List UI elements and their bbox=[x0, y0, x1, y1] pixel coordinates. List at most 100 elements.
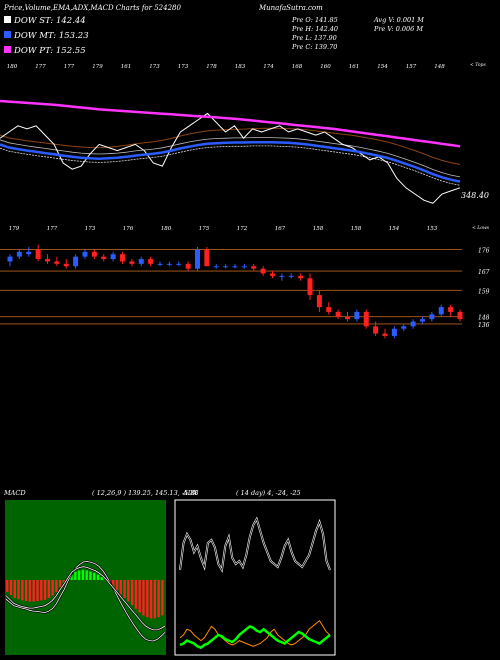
bottom-label: 175 bbox=[199, 226, 210, 232]
candle-body bbox=[63, 263, 69, 267]
bottom-label: 158 bbox=[351, 226, 362, 232]
candle-body bbox=[260, 268, 266, 274]
candle-body bbox=[195, 249, 200, 269]
macd-line bbox=[5, 561, 166, 642]
macd-bar bbox=[85, 570, 88, 580]
ema-grey-line bbox=[0, 137, 461, 178]
candle-body bbox=[26, 251, 32, 255]
candle-body bbox=[373, 326, 379, 334]
bottom-label: 179 bbox=[9, 226, 20, 232]
macd-params: ( 12,26,9 ) 139.25, 145.13, -5.88 bbox=[92, 489, 199, 497]
candle-body bbox=[382, 333, 388, 336]
top-label: 154 bbox=[377, 64, 388, 70]
macd-bar bbox=[9, 580, 13, 595]
macd-bar bbox=[21, 580, 24, 601]
macd-bar bbox=[93, 572, 96, 580]
candle-body bbox=[316, 295, 322, 308]
macd-bar bbox=[81, 569, 85, 580]
pre-open: Pre O: 141.85 bbox=[291, 16, 338, 24]
lows-label: < Lows bbox=[472, 225, 490, 231]
bottom-label: 180 bbox=[161, 226, 172, 232]
macd-bar bbox=[115, 580, 119, 591]
candle-body bbox=[429, 314, 435, 320]
top-label: 161 bbox=[121, 64, 132, 70]
candle-body bbox=[270, 273, 275, 276]
candle-body bbox=[391, 328, 397, 336]
level-label: 159 bbox=[478, 288, 490, 295]
candle-body bbox=[288, 275, 294, 277]
macd-bar bbox=[51, 580, 54, 596]
macd-bar bbox=[161, 580, 164, 616]
candle-body bbox=[326, 307, 332, 312]
macd-histogram bbox=[6, 569, 164, 619]
candle-body bbox=[157, 263, 163, 265]
macd-bar bbox=[74, 571, 77, 580]
top-label: 178 bbox=[206, 64, 217, 70]
legend-swatch-mt bbox=[4, 31, 11, 38]
candle-body bbox=[298, 275, 304, 279]
support-resistance-levels bbox=[0, 248, 462, 325]
top-label: 148 bbox=[434, 64, 445, 70]
candle-body bbox=[232, 266, 238, 268]
bottom-label: 167 bbox=[275, 226, 286, 232]
candle-body bbox=[410, 321, 416, 327]
pre-high: Pre H: 142.40 bbox=[291, 25, 338, 33]
macd-bar bbox=[62, 580, 66, 583]
adx-title: ADX bbox=[182, 489, 198, 497]
top-label: 157 bbox=[406, 64, 417, 70]
candle-body bbox=[73, 256, 79, 267]
candle-body bbox=[251, 266, 257, 269]
candle-body bbox=[420, 319, 425, 322]
bottom-label: 173 bbox=[85, 226, 96, 232]
adx-params: ( 14 day) 4, -24, -25 bbox=[236, 489, 301, 497]
top-label: 183 bbox=[235, 64, 246, 70]
candle-body bbox=[307, 278, 313, 296]
macd-bar bbox=[89, 571, 92, 580]
candle-body bbox=[110, 254, 116, 260]
candle-body bbox=[204, 249, 210, 267]
bottom-label: 154 bbox=[389, 226, 400, 232]
macd-bar bbox=[47, 580, 51, 598]
legend-swatch-st bbox=[4, 16, 11, 23]
candle-body bbox=[279, 275, 285, 277]
bottom-label: 177 bbox=[47, 226, 58, 232]
candle-body bbox=[345, 316, 350, 320]
adx-lines bbox=[179, 516, 331, 650]
candle-body bbox=[354, 311, 360, 320]
top-label: 161 bbox=[349, 64, 360, 70]
macd-bar bbox=[77, 570, 81, 580]
site-name: MunafaSutra.com bbox=[258, 4, 323, 12]
tops-label: < Tops bbox=[470, 62, 486, 68]
level-label: 136 bbox=[478, 322, 490, 329]
macd-bar bbox=[13, 580, 16, 598]
macd-bar bbox=[32, 580, 35, 602]
level-label: 148 bbox=[478, 315, 490, 322]
bottom-label: 172 bbox=[237, 226, 248, 232]
top-label: 168 bbox=[292, 64, 303, 70]
macd-bar bbox=[130, 580, 134, 606]
legend: DOW ST: 142.44 DOW MT: 153.23 DOW PT: 15… bbox=[4, 16, 89, 56]
candle-body bbox=[185, 263, 191, 269]
top-label: 177 bbox=[64, 64, 75, 70]
price-line bbox=[0, 112, 461, 204]
macd-bar bbox=[112, 580, 115, 588]
chart-title: Price,Volume,EMA,ADX,MACD Charts for 524… bbox=[3, 4, 181, 12]
top-label: 160 bbox=[320, 64, 331, 70]
candle-body bbox=[35, 249, 41, 260]
legend-pt: DOW PT: 152.55 bbox=[13, 46, 86, 56]
candle-body bbox=[138, 259, 144, 264]
ema-lines bbox=[0, 99, 461, 204]
candle-body bbox=[7, 256, 13, 262]
adx-line-inner bbox=[179, 517, 331, 572]
macd-bar bbox=[127, 580, 130, 602]
top-label: 174 bbox=[263, 64, 274, 70]
candle-body bbox=[54, 261, 60, 264]
ema-bottom-labels: 179 177 173 176 180 175 172 167 158 158 154 153 bbox=[9, 226, 438, 232]
candle-body bbox=[241, 266, 247, 268]
candle-body bbox=[82, 251, 88, 257]
pre-close: Pre C: 139.70 bbox=[291, 43, 337, 51]
candle-body bbox=[45, 259, 50, 262]
macd-bar bbox=[40, 580, 43, 601]
